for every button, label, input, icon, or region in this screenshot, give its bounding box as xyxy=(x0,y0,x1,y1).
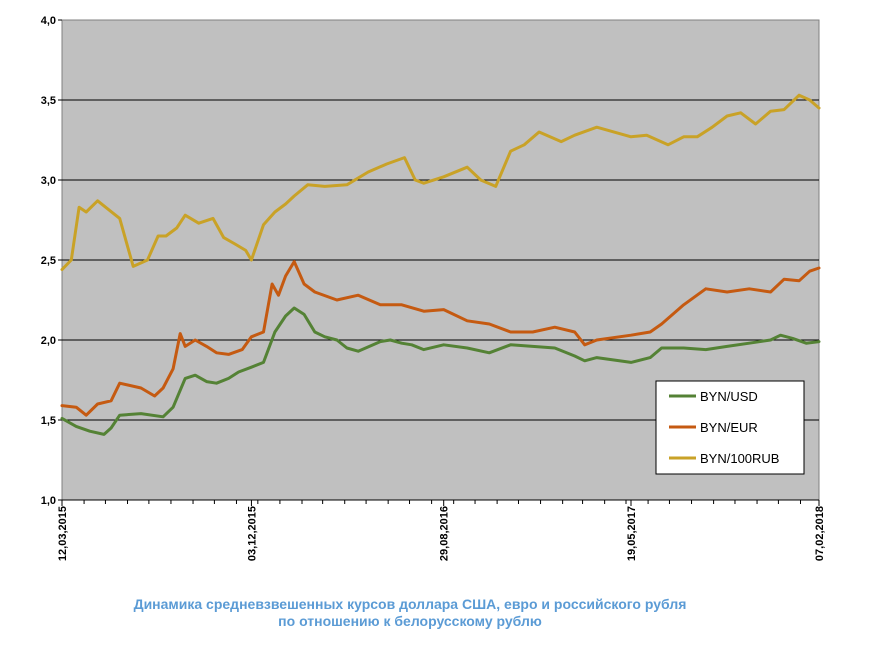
chart-caption-line-1: Динамика средневзвешенных курсов доллара… xyxy=(133,596,687,612)
legend: BYN/USD BYN/EUR BYN/100RUB xyxy=(655,380,805,475)
y-tick-label: 4,0 xyxy=(41,15,56,27)
y-tick-label: 1,5 xyxy=(41,415,56,427)
legend-label: BYN/100RUB xyxy=(700,451,779,466)
series-line-byn-100rub xyxy=(60,93,821,272)
chart-caption-line-2: по отношению к белорусскому рублю xyxy=(278,613,542,629)
legend-label: BYN/EUR xyxy=(700,420,758,435)
y-tick-label: 1,0 xyxy=(41,495,56,507)
x-tick-label: 29,08,2016 xyxy=(439,506,451,561)
x-tick-label: 12,03,2015 xyxy=(57,506,69,561)
x-axis: 12,03,2015 03,12,2015 29,08,2016 19,05,2017… xyxy=(57,499,826,561)
series-line-byn-eur xyxy=(60,260,821,417)
legend-label: BYN/USD xyxy=(700,389,758,404)
x-tick-label: 03,12,2015 xyxy=(246,506,258,561)
y-tick-label: 3,0 xyxy=(41,175,56,187)
y-tick-label: 2,5 xyxy=(41,255,56,267)
y-axis: 1,0 1,5 2,0 2,5 3,0 3,5 4,0 xyxy=(41,15,62,507)
series-lines xyxy=(60,93,821,436)
y-tick-label: 2,0 xyxy=(41,335,56,347)
series-line-byn-usd xyxy=(60,306,821,436)
y-tick-label: 3,5 xyxy=(41,95,56,107)
x-tick-label: 19,05,2017 xyxy=(626,506,638,561)
x-tick-label: 07,02,2018 xyxy=(814,506,826,561)
